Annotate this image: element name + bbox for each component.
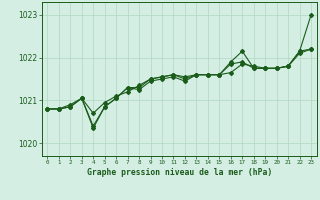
X-axis label: Graphe pression niveau de la mer (hPa): Graphe pression niveau de la mer (hPa)	[87, 168, 272, 177]
